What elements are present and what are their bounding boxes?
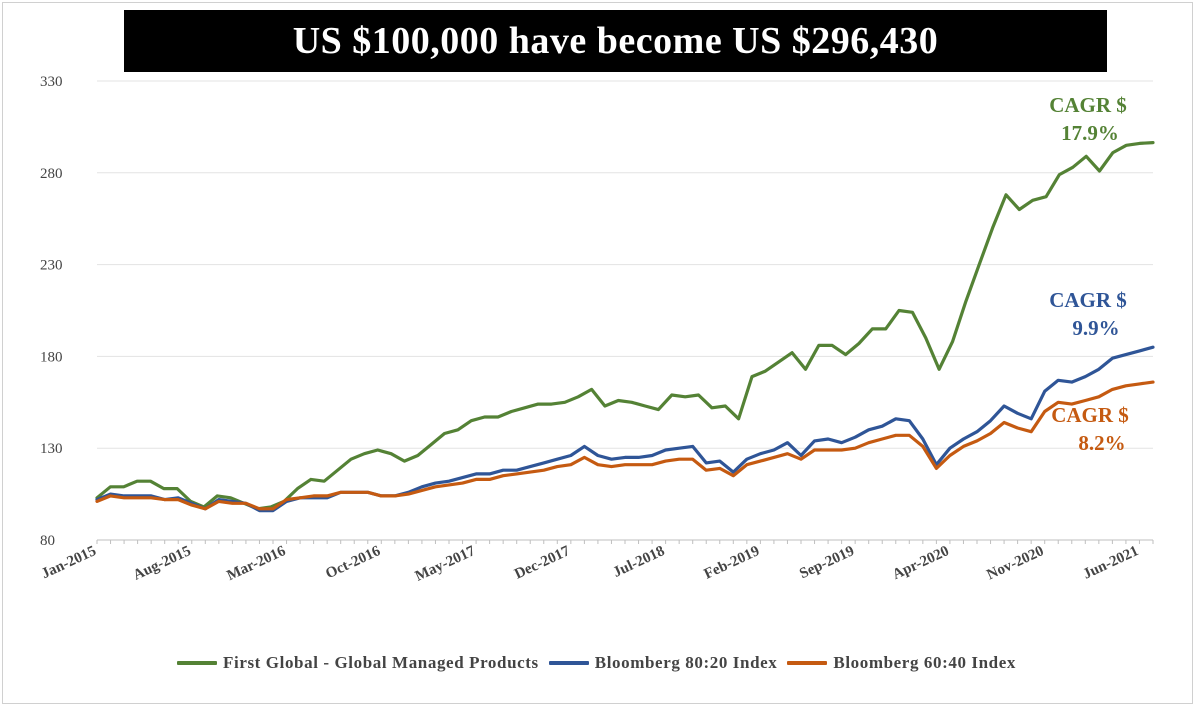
series-lines (95, 141, 1155, 513)
y-tick-label: 230 (40, 258, 63, 274)
x-tick-label: Feb-2019 (702, 543, 762, 583)
legend-item-first-global: First Global - Global Managed Products (177, 653, 539, 673)
x-tick-label: May-2017 (413, 543, 478, 585)
y-tick-label: 330 (40, 74, 63, 90)
legend-item-bloomberg-80-20: Bloomberg 80:20 Index (548, 653, 778, 673)
cagr-value: 8.2% (1078, 431, 1125, 455)
x-axis-tick-marks (96, 540, 1154, 544)
x-tick-label: Apr-2020 (890, 543, 951, 583)
legend-swatch-bloomberg-60-40 (787, 661, 828, 665)
legend-label-bloomberg-80-20: Bloomberg 80:20 Index (594, 653, 778, 672)
x-tick-label: Aug-2015 (131, 543, 194, 584)
legend: First Global - Global Managed Products B… (0, 648, 1197, 678)
chart-title: US $100,000 have become US $296,430 (124, 10, 1107, 72)
cagr-label: CAGR $ (1051, 403, 1129, 427)
x-tick-label: Sep-2019 (797, 543, 857, 582)
legend-item-bloomberg-60-40: Bloomberg 60:40 Index (787, 653, 1016, 673)
x-tick-label: Mar-2016 (225, 543, 289, 584)
y-tick-label: 130 (40, 441, 63, 457)
legend-swatch-first-global (177, 661, 218, 665)
x-tick-label: Dec-2017 (512, 543, 573, 583)
cagr-annotations: CAGR $ 17.9% CAGR $ 9.9% CAGR $ 8.2% (1049, 93, 1129, 455)
x-axis-ticks: Jan-2015 Aug-2015 Mar-2016 Oct-2016 May-2017… (39, 543, 1141, 585)
series-line-2 (95, 380, 1155, 511)
y-tick-label: 280 (40, 166, 63, 182)
x-tick-label: Jul-2018 (611, 543, 668, 581)
gridlines (97, 80, 1153, 541)
cagr-label: CAGR $ (1049, 288, 1127, 312)
series-line-0 (95, 141, 1155, 511)
series-line-1 (95, 345, 1155, 513)
cagr-value: 17.9% (1061, 121, 1119, 145)
cagr-label: CAGR $ (1049, 93, 1127, 117)
x-tick-label: Oct-2016 (323, 543, 383, 582)
cagr-value: 9.9% (1072, 316, 1119, 340)
legend-swatch-bloomberg-80-20 (548, 661, 589, 665)
y-tick-label: 180 (40, 349, 63, 365)
legend-label-bloomberg-60-40: Bloomberg 60:40 Index (833, 653, 1016, 672)
legend-label-first-global: First Global - Global Managed Products (223, 653, 539, 672)
x-tick-label: Nov-2020 (984, 543, 1046, 583)
y-tick-label: 80 (40, 533, 55, 549)
y-axis-ticks: 80 130 180 230 280 330 (40, 74, 63, 549)
x-tick-label: Jun-2021 (1081, 543, 1141, 583)
